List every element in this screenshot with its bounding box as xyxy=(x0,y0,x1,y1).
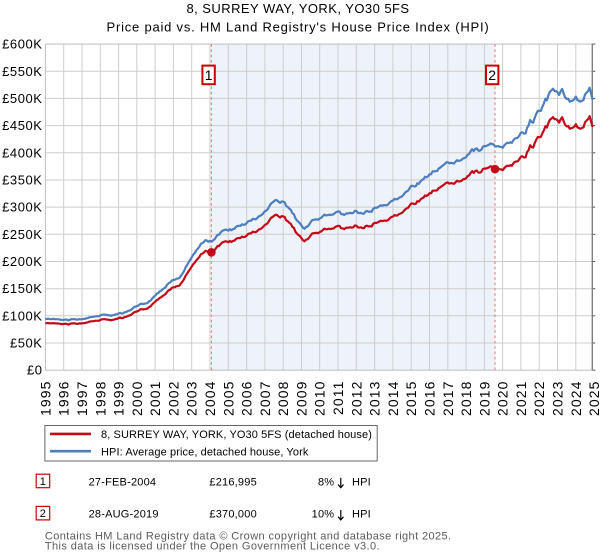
svg-text:£450K: £450K xyxy=(2,118,42,133)
svg-text:8%: 8% xyxy=(318,476,334,488)
svg-text:£200K: £200K xyxy=(2,254,42,269)
svg-text:£100K: £100K xyxy=(2,308,42,323)
svg-text:2005: 2005 xyxy=(220,381,236,417)
svg-text:Price paid vs. HM Land Registr: Price paid vs. HM Land Registry's House … xyxy=(107,19,490,34)
svg-text:£500K: £500K xyxy=(2,91,42,106)
svg-text:1997: 1997 xyxy=(74,381,90,417)
svg-text:2025: 2025 xyxy=(586,381,600,417)
svg-text:1996: 1996 xyxy=(56,381,72,417)
svg-text:£50K: £50K xyxy=(10,336,43,351)
svg-text:HPI: Average price, detached h: HPI: Average price, detached house, York xyxy=(101,446,309,458)
svg-text:2003: 2003 xyxy=(184,381,200,417)
svg-text:8, SURREY WAY, YORK, YO30 5FS: 8, SURREY WAY, YORK, YO30 5FS (detached … xyxy=(101,429,372,441)
svg-text:2012: 2012 xyxy=(348,381,364,417)
svg-text:HPI: HPI xyxy=(352,476,371,488)
svg-text:HPI: HPI xyxy=(352,509,371,521)
svg-text:This data is licensed under th: This data is licensed under the Open Gov… xyxy=(45,540,380,552)
svg-text:2020: 2020 xyxy=(495,381,511,417)
svg-text:2022: 2022 xyxy=(531,381,547,417)
svg-text:2017: 2017 xyxy=(440,381,456,417)
svg-text:£250K: £250K xyxy=(2,227,42,242)
svg-text:2008: 2008 xyxy=(275,381,291,417)
svg-text:2: 2 xyxy=(40,508,46,520)
svg-text:1998: 1998 xyxy=(92,381,108,417)
svg-text:1999: 1999 xyxy=(111,381,127,417)
svg-text:2004: 2004 xyxy=(202,381,218,417)
svg-text:27-FEB-2004: 27-FEB-2004 xyxy=(89,476,157,488)
svg-text:28-AUG-2019: 28-AUG-2019 xyxy=(89,509,159,521)
svg-text:£216,995: £216,995 xyxy=(209,476,256,488)
svg-text:£400K: £400K xyxy=(2,145,42,160)
svg-text:1: 1 xyxy=(205,67,213,83)
svg-text:1995: 1995 xyxy=(37,381,53,417)
svg-text:2019: 2019 xyxy=(476,381,492,417)
svg-text:2015: 2015 xyxy=(403,381,419,417)
svg-text:2000: 2000 xyxy=(129,381,145,417)
svg-text:2011: 2011 xyxy=(330,381,346,416)
svg-text:2002: 2002 xyxy=(165,381,181,417)
svg-text:2006: 2006 xyxy=(239,381,255,417)
svg-text:2023: 2023 xyxy=(550,381,566,417)
svg-text:£350K: £350K xyxy=(2,173,42,188)
svg-text:2001: 2001 xyxy=(147,381,163,417)
svg-text:2021: 2021 xyxy=(513,381,529,417)
svg-text:2016: 2016 xyxy=(422,381,438,417)
svg-text:2009: 2009 xyxy=(294,381,310,417)
svg-text:2014: 2014 xyxy=(385,381,401,417)
svg-text:£600K: £600K xyxy=(2,37,42,52)
svg-text:£370,000: £370,000 xyxy=(209,509,256,521)
svg-text:£0: £0 xyxy=(27,363,43,378)
svg-text:8, SURREY WAY, YORK, YO30 5FS: 8, SURREY WAY, YORK, YO30 5FS xyxy=(186,1,409,16)
svg-text:2007: 2007 xyxy=(257,381,273,417)
svg-text:2: 2 xyxy=(488,67,496,83)
svg-text:1: 1 xyxy=(40,476,46,488)
svg-text:2018: 2018 xyxy=(458,381,474,417)
svg-text:£550K: £550K xyxy=(2,64,42,79)
svg-text:2013: 2013 xyxy=(367,381,383,417)
svg-text:10%: 10% xyxy=(312,509,335,521)
svg-text:Contains HM Land Registry data: Contains HM Land Registry data © Crown c… xyxy=(45,531,452,543)
svg-text:2024: 2024 xyxy=(568,381,584,417)
svg-text:£300K: £300K xyxy=(2,200,42,215)
svg-text:2010: 2010 xyxy=(312,381,328,417)
svg-text:£150K: £150K xyxy=(2,281,42,296)
